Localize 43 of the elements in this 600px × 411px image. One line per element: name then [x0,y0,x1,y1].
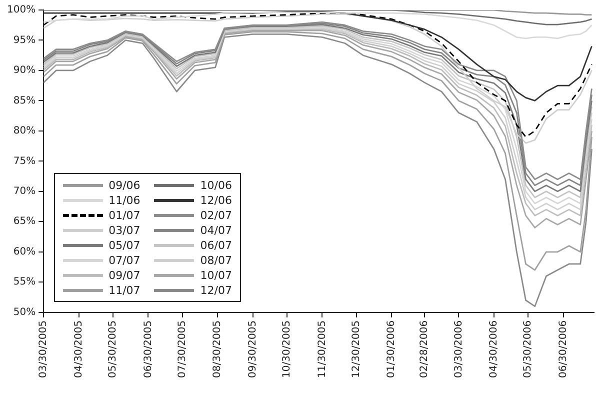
legend-label: 07/07 [108,254,140,267]
x-tick-label: 09/30/2005 [247,320,258,378]
legend-label: 11/07 [108,284,140,297]
legend-label: 08/07 [200,254,232,267]
legend-label: 12/06 [200,194,232,207]
x-tick-label: 06/30/2005 [142,320,154,378]
x-tick-label: 04/30/2005 [73,320,84,378]
y-tick-label: 100% [6,4,36,16]
x-tick-label: 04/30/2006 [488,320,500,378]
x-tick-label: 03/30/2006 [453,320,464,378]
legend-label: 09/06 [108,178,140,192]
x-tick-label: 02/28/2006 [419,320,430,378]
x-tick-label: 06/30/2006 [558,320,569,378]
y-tick-label: 60% [13,246,36,258]
x-tick-label: 11/30/2005 [316,320,328,378]
x-tick-label: 10/30/2005 [282,320,293,378]
legend-label: 02/07 [200,208,232,222]
legend-label: 03/07 [108,224,140,237]
legend-label: 10/07 [200,268,232,282]
y-tick-label: 85% [13,95,36,106]
legend-label: 09/07 [108,268,140,282]
y-tick-label: 95% [13,34,36,46]
x-tick-label: 07/30/2005 [176,320,188,378]
legend-label: 12/07 [200,284,232,297]
y-tick-label: 90% [13,65,36,76]
x-tick-label: 05/30/2006 [522,320,534,378]
legend-label: 05/07 [108,238,140,252]
x-tick-label: 01/30/2006 [386,320,398,378]
y-tick-label: 70% [13,186,36,198]
y-tick-label: 80% [13,126,36,137]
x-tick-label: 12/30/2005 [350,320,362,378]
y-tick-label: 50% [13,306,36,318]
x-tick-label: 03/30/2005 [38,320,50,378]
y-tick-label: 65% [13,216,36,228]
legend-label: 04/07 [200,224,232,237]
legend-label: 01/07 [108,208,140,222]
legend-label: 11/06 [108,194,140,207]
x-tick-label: 05/30/2005 [108,320,119,378]
x-tick-label: 08/30/2005 [212,320,224,378]
y-tick-label: 55% [13,276,36,288]
legend-label: 06/07 [200,238,232,252]
legend-label: 10/06 [200,178,232,192]
y-tick-label: 75% [13,156,36,167]
